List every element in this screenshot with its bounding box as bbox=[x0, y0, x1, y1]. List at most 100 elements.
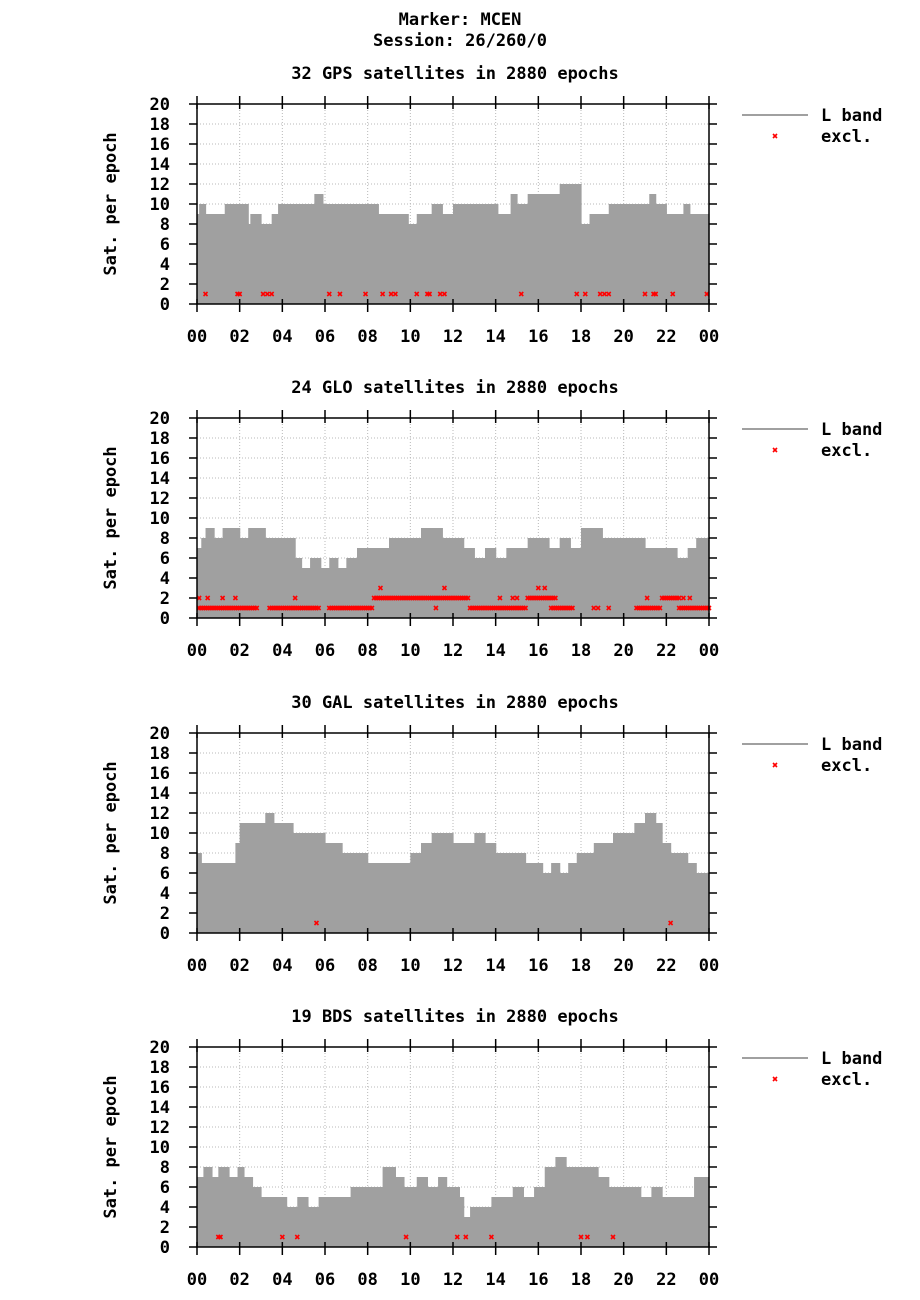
excl-point bbox=[254, 605, 260, 611]
bar bbox=[307, 1207, 320, 1247]
bar bbox=[517, 853, 527, 933]
bar bbox=[374, 204, 379, 304]
x-tick-label: 00 bbox=[699, 641, 719, 661]
bar bbox=[256, 528, 266, 618]
y-tick-label: 6 bbox=[160, 1178, 170, 1198]
bar bbox=[229, 863, 236, 933]
legend-excl-swatch bbox=[772, 133, 778, 139]
bar bbox=[297, 1197, 309, 1247]
bar bbox=[544, 1167, 556, 1247]
bar bbox=[237, 1167, 245, 1247]
y-tick-label: 4 bbox=[160, 569, 170, 589]
bar bbox=[399, 538, 411, 618]
marker-title: Marker: MCEN bbox=[398, 10, 522, 30]
bar bbox=[265, 813, 275, 933]
bar bbox=[201, 863, 209, 933]
chart-3: 19 BDS satellites in 2880 epochs02468101… bbox=[101, 1007, 882, 1290]
bar bbox=[337, 568, 347, 618]
x-tick-label: 20 bbox=[613, 327, 633, 347]
excl-point bbox=[337, 291, 343, 297]
bar bbox=[613, 833, 625, 933]
bar bbox=[442, 214, 454, 304]
bar bbox=[465, 204, 475, 304]
x-tick-label: 18 bbox=[571, 641, 591, 661]
excl-point bbox=[595, 605, 601, 611]
bar bbox=[197, 853, 202, 933]
bar bbox=[677, 558, 689, 618]
bar bbox=[568, 863, 578, 933]
y-tick-label: 0 bbox=[160, 924, 170, 944]
excl-point bbox=[205, 595, 211, 601]
excl-point bbox=[514, 595, 520, 601]
excl-point bbox=[704, 291, 710, 297]
bar bbox=[506, 548, 518, 618]
x-tick-label: 00 bbox=[187, 1270, 207, 1290]
y-tick-label: 10 bbox=[150, 1138, 170, 1158]
y-tick-label: 12 bbox=[150, 804, 170, 824]
bar bbox=[576, 1167, 588, 1247]
x-tick-label: 22 bbox=[656, 956, 676, 976]
bar bbox=[265, 538, 275, 618]
bar bbox=[696, 538, 710, 618]
excl-point bbox=[237, 291, 243, 297]
bar bbox=[367, 863, 379, 933]
excl-point bbox=[591, 605, 597, 611]
bar bbox=[250, 214, 262, 304]
bar bbox=[487, 204, 499, 304]
bar bbox=[495, 558, 507, 618]
bar bbox=[303, 833, 315, 933]
excl-point bbox=[437, 291, 443, 297]
bar bbox=[645, 813, 657, 933]
bar bbox=[602, 843, 614, 933]
bar bbox=[322, 204, 332, 304]
bar bbox=[261, 1197, 271, 1247]
x-tick-label: 08 bbox=[357, 327, 377, 347]
bar bbox=[502, 1197, 514, 1247]
excl-point bbox=[294, 1234, 300, 1240]
excl-point bbox=[380, 291, 386, 297]
bar bbox=[350, 853, 360, 933]
bar bbox=[342, 853, 352, 933]
bar bbox=[295, 558, 303, 618]
excl-point bbox=[264, 291, 270, 297]
bar bbox=[542, 873, 552, 933]
y-tick-label: 8 bbox=[160, 529, 170, 549]
x-tick-label: 14 bbox=[485, 956, 505, 976]
bar bbox=[608, 204, 625, 304]
bar bbox=[527, 194, 535, 304]
excl-point bbox=[232, 595, 238, 601]
bar bbox=[378, 214, 390, 304]
bar bbox=[679, 853, 689, 933]
y-tick-label: 18 bbox=[150, 744, 170, 764]
bar bbox=[273, 538, 283, 618]
chart-title: 24 GLO satellites in 2880 epochs bbox=[291, 378, 619, 398]
excl-point bbox=[574, 291, 580, 297]
excl-point bbox=[441, 585, 448, 591]
bar bbox=[410, 538, 422, 618]
x-tick-label: 06 bbox=[315, 327, 335, 347]
bar bbox=[314, 194, 324, 304]
bar bbox=[416, 214, 433, 304]
excl-point bbox=[388, 291, 394, 297]
excl-point bbox=[510, 595, 516, 601]
bar bbox=[525, 863, 535, 933]
bar bbox=[555, 1157, 567, 1247]
excl-point bbox=[601, 291, 608, 297]
excl-point bbox=[316, 605, 322, 611]
bar bbox=[239, 823, 249, 933]
bar bbox=[205, 528, 215, 618]
y-tick-label: 2 bbox=[160, 904, 170, 924]
bar bbox=[666, 214, 678, 304]
bar bbox=[197, 548, 202, 618]
excl-point bbox=[606, 605, 612, 611]
x-tick-label: 12 bbox=[443, 327, 463, 347]
bar bbox=[331, 204, 343, 304]
excl-point bbox=[552, 595, 558, 601]
chart-1: 24 GLO satellites in 2880 epochs02468101… bbox=[101, 378, 882, 661]
excl-point bbox=[569, 605, 576, 611]
excl-point bbox=[369, 605, 375, 611]
x-tick-label: 10 bbox=[400, 641, 420, 661]
bar bbox=[470, 1207, 482, 1247]
y-axis-label: Sat. per epoch bbox=[101, 761, 121, 904]
bar bbox=[421, 843, 433, 933]
